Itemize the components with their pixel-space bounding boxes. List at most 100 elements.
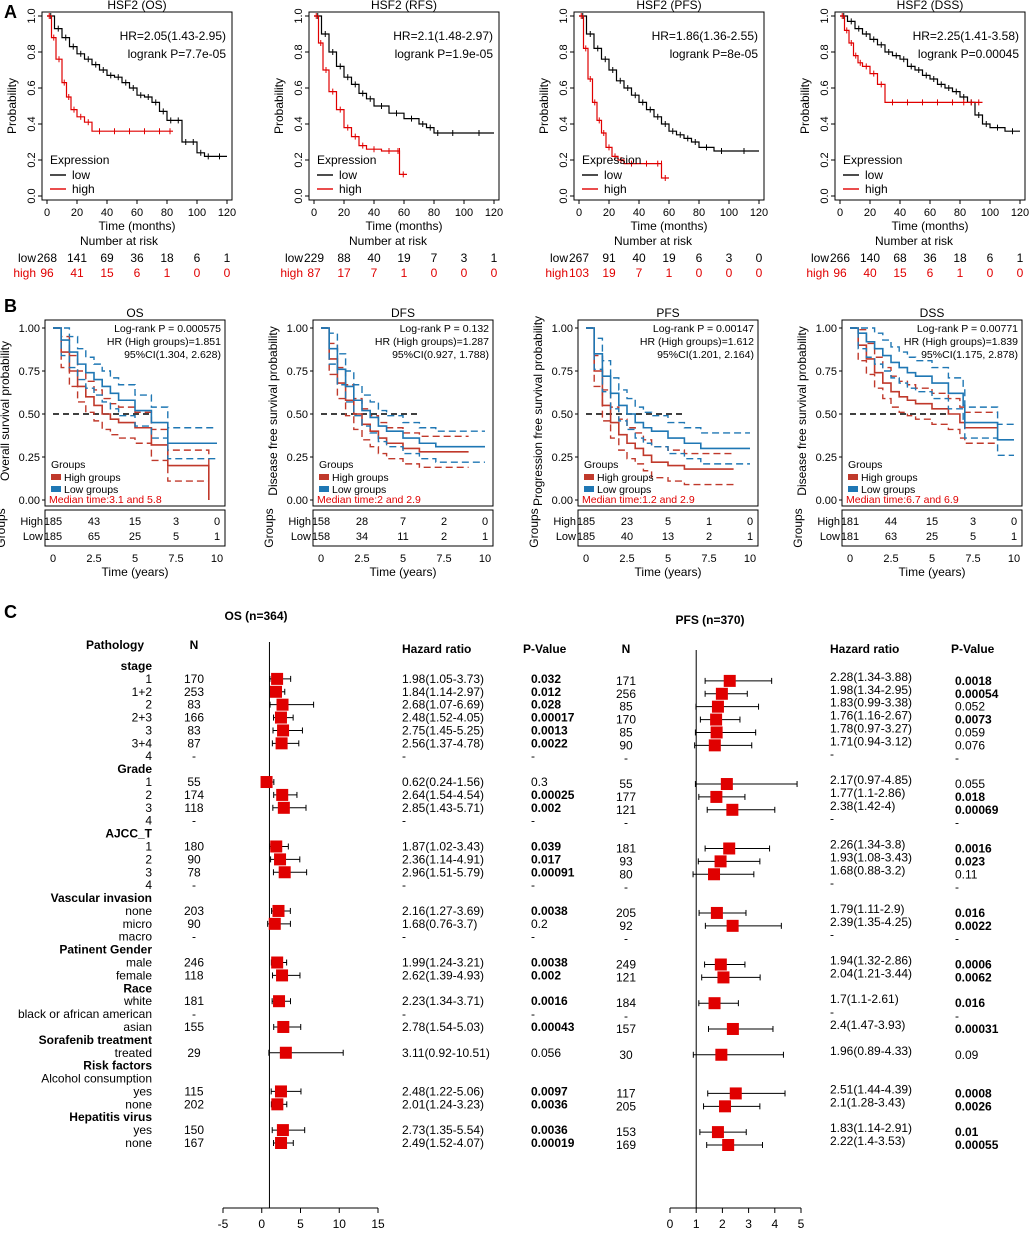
pfs-p-value: 0.00069 xyxy=(955,803,999,817)
risk-group-label: Low xyxy=(556,531,576,543)
risk-value: 25 xyxy=(926,531,938,543)
km-curve-high xyxy=(47,15,173,132)
y-tick-label: 0.00 xyxy=(287,495,308,507)
km-plot-b-1: OS 0.00 0.25 0.50 0.75 1.00 Overall survival p… xyxy=(0,306,226,579)
pfs-hr-marker xyxy=(715,687,728,700)
risk-table-frame xyxy=(577,509,759,547)
y-tick-label: 0.75 xyxy=(816,366,837,378)
row-label-header: AJCC_T xyxy=(105,827,152,841)
risk-value: 40 xyxy=(367,251,381,265)
pfs-n: 117 xyxy=(616,1086,635,1100)
os-hr-text: 1.87(1.02-3.43) xyxy=(402,839,484,853)
risk-value: 15 xyxy=(893,266,907,280)
os-hr-text: - xyxy=(402,930,406,944)
os-n: 87 xyxy=(187,736,201,750)
forest-row: 4 - - - - - - xyxy=(145,812,959,830)
risk-value: 1 xyxy=(214,531,220,543)
risk-value: 1 xyxy=(482,531,488,543)
hr-annotation: HR (High groups)=1.287 xyxy=(375,336,489,348)
risk-value: 18 xyxy=(160,251,174,265)
y-tick-label: 0.25 xyxy=(816,452,837,464)
os-hr-text: - xyxy=(402,814,406,828)
risk-value: 63 xyxy=(885,531,897,543)
os-hr-text: 2.23(1.34-3.71) xyxy=(402,994,484,1008)
x-tick-label: 0 xyxy=(50,553,56,565)
risk-value: 7 xyxy=(636,266,643,280)
pfs-p-value: 0.052 xyxy=(955,700,985,714)
risk-axis-label: Groups xyxy=(791,508,805,547)
risk-value: 140 xyxy=(860,251,880,265)
pfs-hr-marker xyxy=(717,971,730,984)
os-n: 167 xyxy=(184,1136,204,1150)
pfs-hr-text: 2.39(1.35-4.25) xyxy=(830,915,912,929)
row-label: 1 xyxy=(145,839,152,853)
legend-swatch xyxy=(584,474,594,480)
pfs-p-value: 0.01 xyxy=(955,1125,979,1139)
os-hr-text: - xyxy=(402,749,406,763)
forest-row: female 118 2.62(1.39-4.93) 0.002 121 2.04(1.2… xyxy=(116,966,992,984)
y-tick-label: 1.00 xyxy=(287,323,308,335)
pfs-p-value: 0.0008 xyxy=(955,1086,992,1100)
plot-frame xyxy=(312,319,494,507)
forest-row: 2+3 166 2.48(1.52-4.05) 0.00017 170 1.76(1.16… xyxy=(132,709,992,727)
x-tick-label: 10 xyxy=(744,553,756,565)
risk-value: 68 xyxy=(893,251,907,265)
forest-row: male 246 1.99(1.24-3.21) 0.0038 249 1.94(1.32… xyxy=(126,954,992,972)
x-tick-label: 80 xyxy=(161,207,173,219)
ci-lower-Low groups xyxy=(850,327,1014,456)
x-tick-label: 7.5 xyxy=(701,553,716,565)
row-label-header: Race xyxy=(123,981,152,995)
pfs-n: 181 xyxy=(616,841,636,855)
risk-value: 1 xyxy=(747,531,753,543)
x-tick-label: 80 xyxy=(693,207,705,219)
os-p-value: 0.3 xyxy=(531,775,548,789)
row-label: 2 xyxy=(145,852,152,866)
y-tick-label: 0.8 xyxy=(558,44,570,59)
os-hr-marker xyxy=(275,1137,288,1149)
legend-item-low: low xyxy=(72,168,90,182)
panel-letter-c: C xyxy=(4,602,17,622)
pfs-hr-text: 1.83(1.14-2.91) xyxy=(830,1121,912,1135)
x-tick-label: 100 xyxy=(188,207,206,219)
x-tick-label: 2.5 xyxy=(86,553,101,565)
pfs-hr-text: 2.04(1.21-3.44) xyxy=(830,966,912,980)
x-tick-label: 20 xyxy=(603,207,615,219)
x-tick-label: 60 xyxy=(924,207,936,219)
pfs-n: - xyxy=(624,816,628,830)
median-annotation: Median time:6.7 and 6.9 xyxy=(846,494,959,506)
os-hr-marker xyxy=(271,1098,284,1111)
km-plot-a-2: HSF2 (RFS)0.00.20.40.60.81.00 20 40 60 80 100… xyxy=(272,0,503,280)
risk-group-label: High xyxy=(553,516,576,528)
ci-upper-High groups xyxy=(850,327,998,413)
x-tick-label: 120 xyxy=(485,207,503,219)
x-tick-label: 120 xyxy=(750,207,768,219)
km-curve-low xyxy=(579,15,759,152)
x-tick-label: 40 xyxy=(368,207,380,219)
y-tick-label: 0.50 xyxy=(287,409,308,421)
risk-value: 1 xyxy=(1017,251,1024,265)
row-label: none xyxy=(125,1097,152,1111)
risk-value: 0 xyxy=(461,266,468,280)
risk-value: 2 xyxy=(441,516,447,528)
ci-upper-Low groups xyxy=(53,327,217,429)
forest-row: AJCC_T xyxy=(105,827,152,841)
risk-value: 1 xyxy=(666,266,673,280)
row-label: 3 xyxy=(145,801,152,815)
ci-lower-Low groups xyxy=(53,327,217,460)
os-hr-marker xyxy=(271,956,284,969)
legend-swatch xyxy=(848,474,858,480)
forest-row: 2 90 2.36(1.14-4.91) 0.017 93 1.93(1.08-3.43)… xyxy=(145,850,985,868)
x-tick-label: 120 xyxy=(218,207,236,219)
pfs-n: - xyxy=(624,751,628,765)
os-n: 83 xyxy=(187,723,201,737)
hr-annotation: HR (High groups)=1.839 xyxy=(904,336,1018,348)
risk-value: 0 xyxy=(987,266,994,280)
os-n: - xyxy=(192,749,196,763)
risk-value: 3 xyxy=(726,251,733,265)
km-plot-b-2: DFS 0.00 0.25 0.50 0.75 1.00 Disease free surv… xyxy=(262,306,494,579)
pfs-p-value: 0.023 xyxy=(955,854,985,868)
km-curve-low xyxy=(47,15,227,157)
x-tick-label: 7.5 xyxy=(168,553,183,565)
forest-row: Race xyxy=(123,981,152,995)
pfs-hr-text: 2.28(1.34-3.88) xyxy=(830,670,912,684)
